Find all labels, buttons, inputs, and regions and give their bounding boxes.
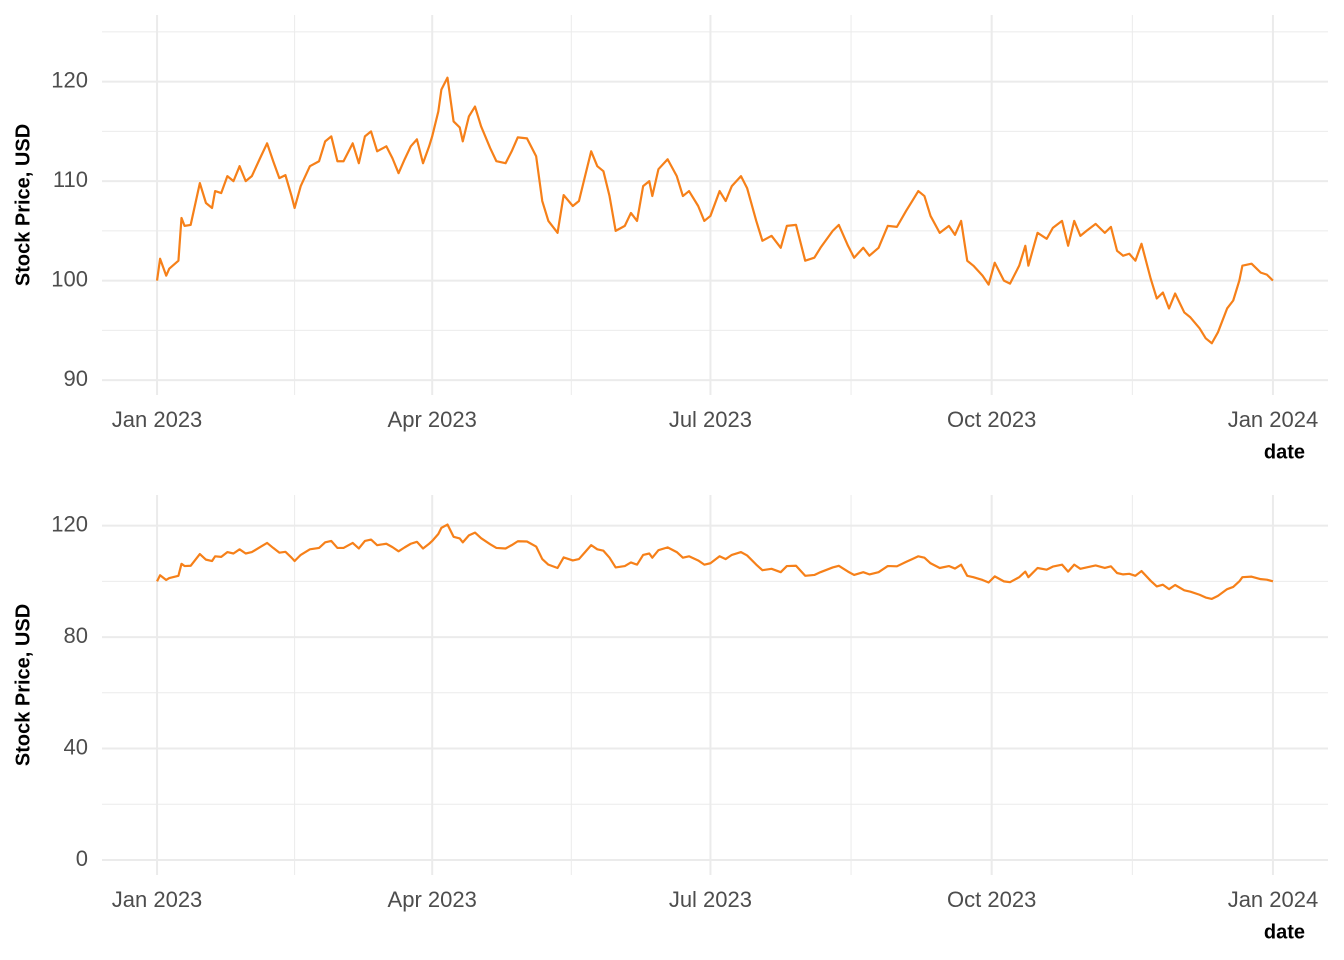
x-tick-label: Apr 2023: [388, 887, 477, 912]
y-tick-label: 80: [64, 623, 88, 648]
line: [155, 76, 1274, 345]
y-axis-title: Stock Price, USD: [12, 124, 34, 286]
x-tick-label: Oct 2023: [947, 887, 1036, 912]
y-tick-label: 100: [51, 266, 88, 291]
y-tick-label: 120: [51, 67, 88, 92]
y-tick-label: 110: [53, 167, 88, 192]
y-axis-title: Stock Price, USD: [12, 604, 34, 766]
x-tick-label: Jan 2024: [1228, 887, 1319, 912]
y-tick-label: 90: [64, 366, 88, 391]
x-tick-label: Jan 2023: [112, 887, 203, 912]
x-axis-title: date: [1264, 441, 1305, 463]
x-tick-label: Oct 2023: [947, 407, 1036, 432]
line: [156, 523, 1274, 601]
x-tick-label: Jan 2023: [112, 407, 203, 432]
x-tick-label: Jul 2023: [669, 407, 752, 432]
x-tick-label: Jan 2024: [1228, 407, 1319, 432]
x-tick-label: Apr 2023: [388, 407, 477, 432]
y-tick-label: 0: [76, 846, 88, 871]
x-axis-title: date: [1264, 921, 1305, 943]
y-tick-label: 40: [64, 734, 88, 759]
x-tick-label: Jul 2023: [669, 887, 752, 912]
y-tick-label: 120: [51, 511, 88, 536]
